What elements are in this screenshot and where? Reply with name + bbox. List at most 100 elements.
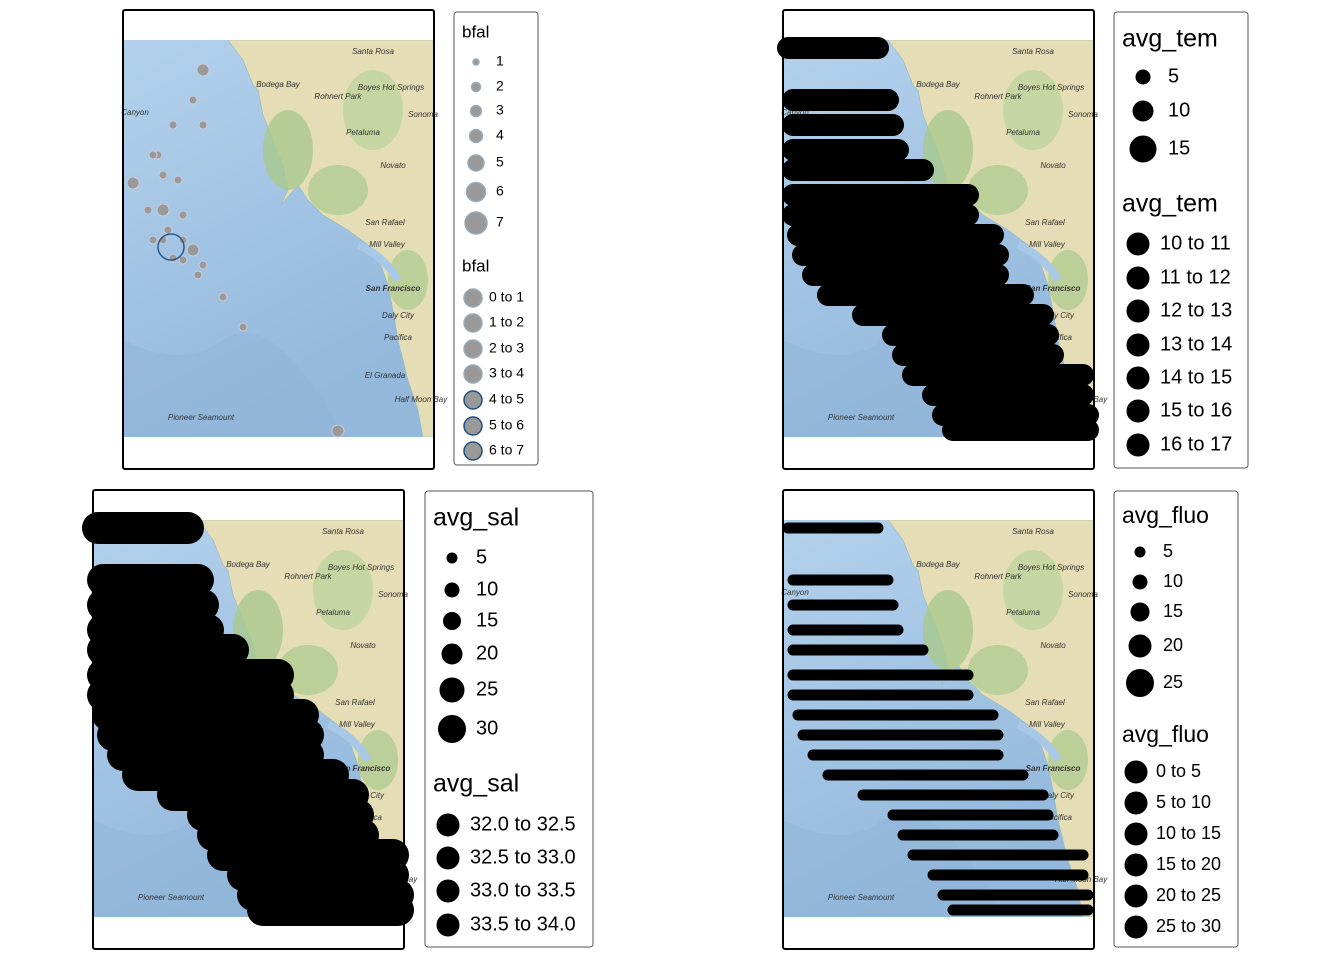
legend-label: 15 (1163, 601, 1183, 621)
legend-symbol (465, 181, 487, 203)
legend-label: 4 to 5 (489, 391, 524, 407)
legend-label: 12 to 13 (1160, 299, 1232, 321)
legend-title: avg_sal (433, 770, 519, 798)
legend-box (424, 490, 594, 948)
legend-symbol (436, 913, 460, 937)
legend-label: 3 (496, 102, 504, 118)
place-label: San Rafael (1025, 218, 1065, 227)
legend-label: 5 to 10 (1156, 792, 1211, 812)
place-label: Pacifica (384, 333, 413, 342)
place-label: Sonoma (378, 590, 408, 599)
place-label: Novato (1040, 641, 1066, 650)
legend-label: 33.5 to 34.0 (470, 913, 576, 935)
place-label: San Rafael (335, 698, 375, 707)
legend-symbol (1124, 822, 1148, 846)
survey-point (157, 233, 185, 261)
legend-label: 2 (496, 78, 504, 94)
survey-point (168, 253, 178, 263)
legend-symbol (1126, 232, 1150, 256)
survey-point (148, 235, 158, 245)
legend-symbol (468, 128, 484, 144)
place-label: Novato (350, 641, 376, 650)
legend-symbol (441, 643, 463, 665)
legend-label: 13 to 14 (1160, 333, 1232, 355)
survey-points (782, 522, 1094, 916)
legend-symbol (436, 846, 460, 870)
legend-symbol (463, 339, 483, 359)
legend-symbol (1126, 333, 1150, 357)
survey-point (168, 120, 178, 130)
place-label: Pioneer Seamount (138, 893, 205, 902)
legend-symbol (464, 211, 488, 235)
place-label: Half Moon Bay (395, 395, 448, 404)
map-border (92, 489, 405, 950)
legend-label: 6 to 7 (489, 442, 524, 458)
place-label: Novato (1040, 161, 1066, 170)
legend-symbol (472, 58, 480, 66)
place-label: Canyon (781, 108, 809, 117)
legend-symbol (444, 582, 460, 598)
survey-point (158, 170, 168, 180)
survey-point (156, 203, 170, 217)
legend-label: 33.0 to 33.5 (470, 879, 576, 901)
survey-point (218, 292, 228, 302)
legend-symbol (467, 154, 485, 172)
survey-point (163, 225, 173, 235)
legend-symbol (1126, 433, 1150, 457)
legend-title: avg_fluo (1122, 502, 1209, 528)
place-label: Bodega Bay (226, 560, 271, 569)
place-label: Boyes Hot Springs (328, 563, 394, 572)
legend-symbol (446, 552, 458, 564)
legend-symbol (1126, 266, 1150, 290)
legend-label: 32.0 to 32.5 (470, 813, 576, 835)
legend-label: 2 to 3 (489, 340, 524, 356)
legend-symbol (443, 612, 461, 630)
place-label: Boyes Hot Springs (1018, 563, 1084, 572)
legend-label: 15 (1168, 137, 1190, 159)
legend-symbol (1124, 853, 1148, 877)
legend-label: 0 to 5 (1156, 761, 1201, 781)
legend-label: 5 (1163, 541, 1173, 561)
place-label: San Francisco (1026, 284, 1081, 293)
map-border (782, 489, 1095, 950)
place-label: Santa Rosa (322, 527, 364, 536)
place-label: Rohnert Park (974, 92, 1022, 101)
legend-title: bfal (462, 256, 489, 275)
legend-label: 1 (496, 53, 504, 69)
survey-point (331, 424, 345, 438)
legend-symbol (1128, 634, 1152, 658)
legend-label: 16 to 17 (1160, 433, 1232, 455)
place-label: Sonoma (1068, 110, 1098, 119)
legend-symbol (1124, 884, 1148, 908)
place-label: Mill Valley (1029, 720, 1066, 729)
legend-symbol (1135, 69, 1151, 85)
place-label: Rohnert Park (974, 572, 1022, 581)
survey-point (238, 322, 248, 332)
place-label: Canyon (781, 588, 809, 597)
legend-label: 32.5 to 33.0 (470, 846, 576, 868)
legend-box (1113, 490, 1239, 948)
place-label: Mill Valley (339, 720, 376, 729)
legend-label: 0 to 1 (489, 289, 524, 305)
legend-label: 25 (476, 678, 498, 700)
place-label: Daly City (1042, 311, 1075, 320)
legend-symbol (1124, 791, 1148, 815)
place-label: Santa Rosa (352, 47, 394, 56)
legend-symbol (438, 715, 466, 743)
legend-label: 3 to 4 (489, 365, 524, 381)
legend-label: 15 to 16 (1160, 399, 1232, 421)
legend-label: 5 (476, 546, 487, 568)
legend-label: 15 (476, 609, 498, 631)
survey-point (196, 63, 210, 77)
legend-symbol (1126, 669, 1154, 697)
place-label: Sonoma (1068, 590, 1098, 599)
legend-label: 20 (1163, 635, 1183, 655)
legend-symbol (1126, 299, 1150, 323)
place-label: San Francisco (336, 764, 391, 773)
legend-symbol (1132, 100, 1154, 122)
legend-symbol (1124, 760, 1148, 784)
legend-symbol (469, 104, 483, 118)
survey-point (148, 150, 158, 160)
